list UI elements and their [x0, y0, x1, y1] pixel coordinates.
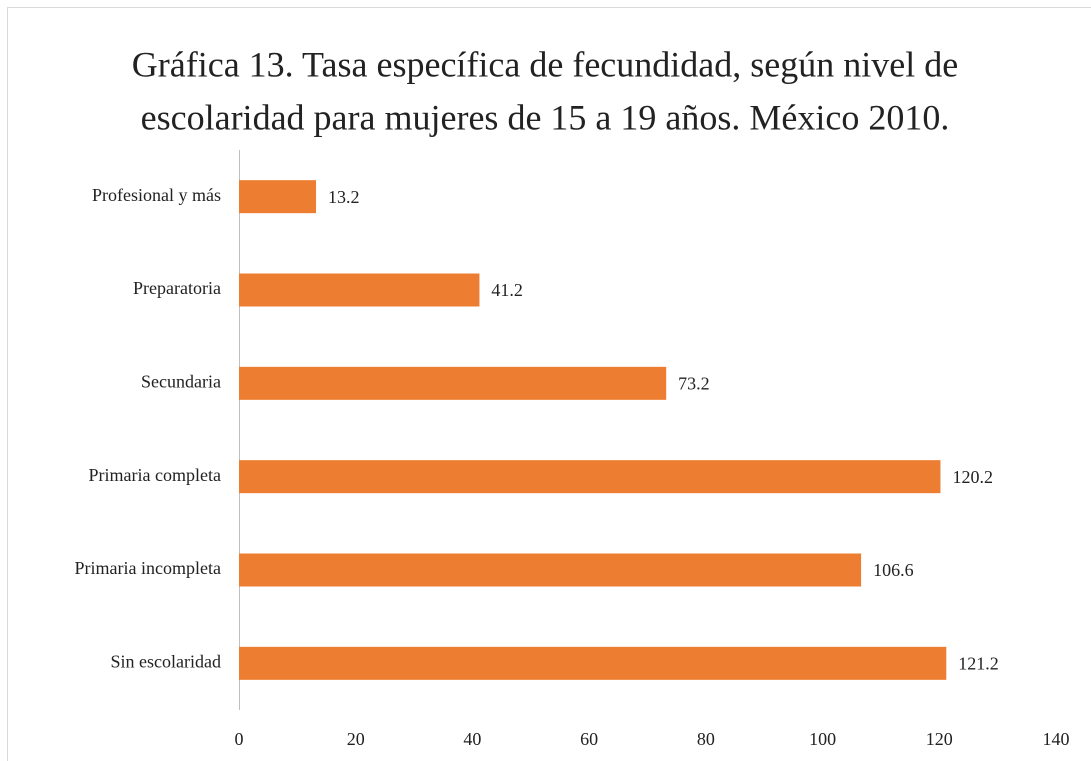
- x-tick-label: 40: [463, 729, 481, 749]
- data-label: 41.2: [491, 280, 522, 300]
- bar: [239, 460, 941, 494]
- x-tick-label: 120: [926, 729, 953, 749]
- bar: [239, 646, 947, 680]
- data-label: 121.2: [958, 653, 999, 673]
- y-tick-label: Sin escolaridad: [111, 651, 221, 671]
- x-tick-label: 20: [347, 729, 365, 749]
- x-tick-label: 80: [697, 729, 715, 749]
- bar: [239, 553, 862, 587]
- data-label: 73.2: [678, 373, 710, 393]
- data-label: 13.2: [328, 187, 360, 207]
- bar: [239, 366, 667, 400]
- data-label: 120.2: [952, 467, 993, 487]
- bar: [239, 273, 480, 307]
- x-tick-label: 0: [235, 729, 244, 749]
- chart-title: Gráfica 13. Tasa específica de fecundida…: [132, 44, 958, 84]
- data-label: 106.6: [873, 560, 914, 580]
- x-tick-label: 100: [809, 729, 836, 749]
- y-tick-label: Primaria completa: [89, 465, 221, 485]
- y-tick-label: Preparatoria: [133, 278, 221, 298]
- x-tick-label: 140: [1043, 729, 1070, 749]
- bar: [239, 180, 317, 214]
- y-tick-label: Secundaria: [141, 371, 221, 391]
- chart-title: escolaridad para mujeres de 15 a 19 años…: [141, 97, 950, 137]
- y-tick-label: Primaria incompleta: [75, 558, 221, 578]
- y-tick-label: Profesional y más: [92, 185, 221, 205]
- x-tick-label: 60: [580, 729, 598, 749]
